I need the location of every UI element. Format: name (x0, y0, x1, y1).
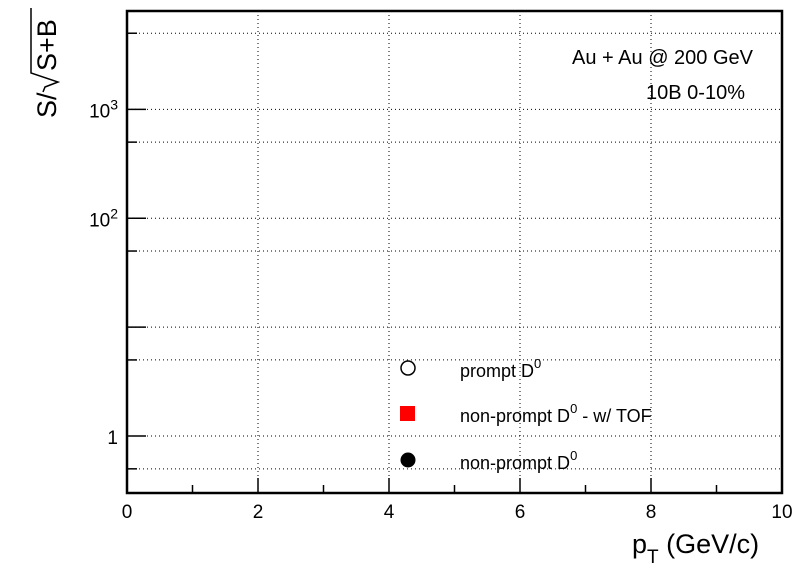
legend-label-text: prompt D (460, 361, 534, 381)
legend-label: non-prompt D0 - w/ TOF (460, 401, 652, 426)
legend-label: non-prompt D0 (460, 448, 577, 473)
legend-label-suffix: - w/ TOF (577, 406, 651, 426)
x-tick-label: 0 (122, 502, 133, 523)
x-axis-title-base: p (632, 529, 647, 559)
y-axis-title: S/ S+B (30, 8, 62, 118)
legend-label: prompt D0 (460, 356, 541, 381)
x-axis-title: pT (GeV/c) (632, 529, 759, 568)
x-axis-title-rest: (GeV/c) (659, 529, 760, 559)
y-tick-label-base: 10 (89, 210, 110, 231)
legend-label-sup: 0 (534, 356, 541, 371)
legend-label-sup: 0 (570, 401, 577, 416)
x-axis-title-sub: T (647, 547, 659, 568)
x-tick-labels: 0 2 4 6 8 10 (122, 502, 793, 523)
annotation-collision: Au + Au @ 200 GeV (572, 47, 754, 69)
y-tick-label-base: 10 (89, 101, 110, 122)
x-tick-label: 4 (384, 502, 395, 523)
x-tick-label: 8 (646, 502, 657, 523)
y-axis-title-radicand: S+B (32, 19, 62, 71)
y-tick-label: 103 (89, 96, 118, 122)
legend-marker-open-circle (400, 360, 416, 376)
y-tick-label: 1 (107, 428, 118, 449)
x-tick-label: 10 (771, 502, 792, 523)
legend-label-text: non-prompt D (460, 453, 570, 473)
y-tick-label: 102 (89, 205, 118, 231)
legend-label-sup: 0 (570, 448, 577, 463)
grid-lines (127, 11, 782, 493)
y-tick-label-base: 1 (107, 428, 118, 449)
y-axis-title-prefix: S/ (32, 92, 62, 118)
y-tick-label-exp: 3 (110, 96, 118, 112)
x-tick-label: 6 (515, 502, 526, 523)
legend-marker-filled-square (400, 406, 415, 421)
sqrt-sign-icon (30, 8, 61, 93)
annotation-dataset: 10B 0-10% (646, 82, 745, 104)
legend-label-text: non-prompt D (460, 406, 570, 426)
axis-ticks (126, 32, 783, 493)
y-tick-label-exp: 2 (110, 205, 118, 221)
x-tick-label: 2 (253, 502, 264, 523)
legend-marker-filled-circle (400, 452, 416, 468)
